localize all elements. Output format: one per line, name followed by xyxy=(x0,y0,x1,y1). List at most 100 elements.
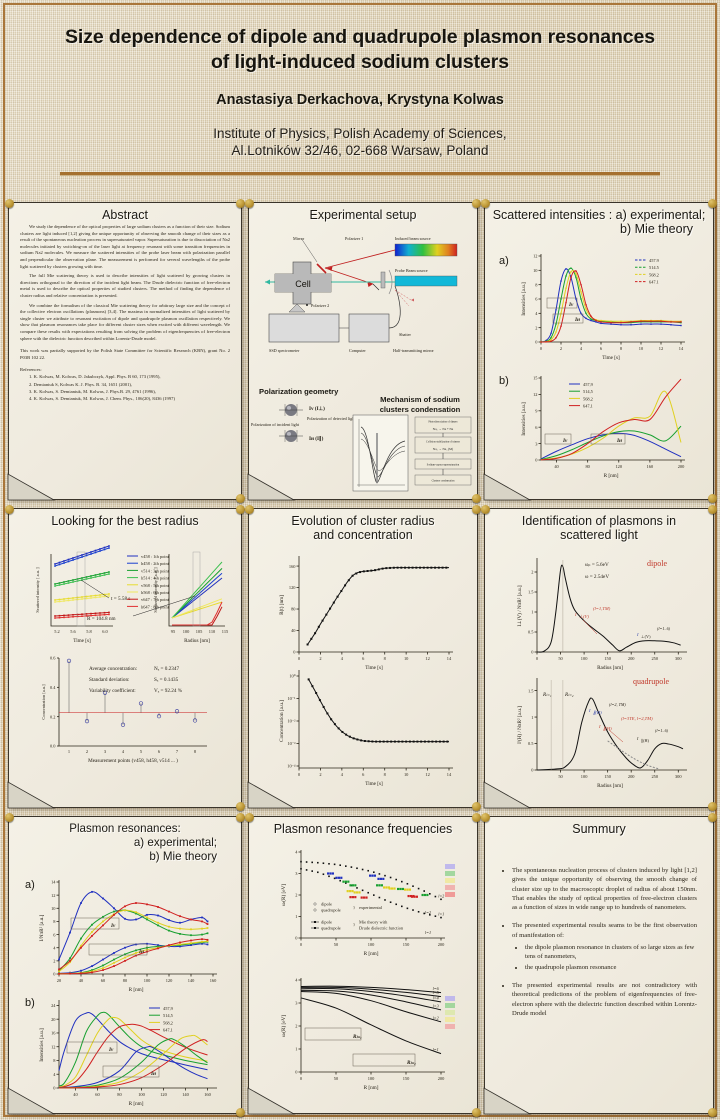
identification-title-line-2: scattered light xyxy=(560,528,638,542)
svg-text:R [nm]: R [nm] xyxy=(129,1101,144,1107)
svg-text:4: 4 xyxy=(295,978,298,983)
svg-text:16: 16 xyxy=(51,1031,56,1036)
svg-text:2: 2 xyxy=(531,570,533,575)
svg-text:50: 50 xyxy=(558,656,563,661)
label-incident-polarization: Polarization of incident light xyxy=(251,422,300,427)
potential-curve-plot xyxy=(352,414,409,492)
abstract-paragraph: We combine the formalism of the classica… xyxy=(20,302,230,341)
chart-scattered-experimental: 0 2 4 6 8 10 12 14 0 2 4 6 8 10 12 Time [s] Intensities … xyxy=(521,254,685,361)
mechanism-title-line-2: clusters condensation xyxy=(379,405,461,414)
svg-text:514,5: 514,5 xyxy=(583,389,594,395)
svg-text:I: I xyxy=(598,724,601,729)
svg-text:300: 300 xyxy=(675,656,682,661)
svg-text:0: 0 xyxy=(531,650,534,655)
svg-text:I/NπR² [a.u.]: I/NπR² [a.u.] xyxy=(39,914,45,941)
label-ssd: SSD spectrometer xyxy=(269,348,300,353)
panel-title-scattered: Scattered intensities : a) experimental;… xyxy=(485,203,713,238)
svg-text:I: I xyxy=(588,708,591,713)
svg-text:0: 0 xyxy=(535,340,538,345)
svg-text:6: 6 xyxy=(535,297,538,302)
svg-text:0: 0 xyxy=(53,972,56,977)
svg-text:6: 6 xyxy=(53,932,56,937)
mechanism-equation: Na₃ → Na₃ (M) xyxy=(433,447,453,451)
polarization-geometry-title: Polarization geometry xyxy=(259,387,339,396)
svg-text:Time [s]: Time [s] xyxy=(73,638,91,644)
svg-text:Vₓ = 92.24 %: Vₓ = 92.24 % xyxy=(154,688,183,694)
svg-text:6: 6 xyxy=(362,656,365,661)
svg-text:457.9: 457.9 xyxy=(649,258,660,263)
svg-text:200: 200 xyxy=(628,656,635,661)
half-mirror-icon xyxy=(388,269,393,295)
panel-abstract: Abstract We study the dependence of the … xyxy=(5,199,245,503)
summary-body: The spontaneous nucleation process of cl… xyxy=(485,866,713,1018)
induced-beam-source-box xyxy=(394,243,458,257)
svg-text:0: 0 xyxy=(300,942,303,947)
svg-text:0.0: 0.0 xyxy=(50,744,56,749)
svg-text:(l=1,TM): (l=1,TM) xyxy=(593,606,611,612)
svg-text:1: 1 xyxy=(295,914,297,919)
svg-text:Intensities [a.u.]: Intensities [a.u.] xyxy=(521,282,527,316)
svg-text:ωₗ(R) [eV]: ωₗ(R) [eV] xyxy=(280,1015,287,1037)
summary-bullet: The spontaneous nucleation process of cl… xyxy=(512,866,697,912)
chart-scattered-vs-radius: 95 100 105 110 115 Radius [nm] Scattered inten… xyxy=(87,551,229,644)
page-curl xyxy=(483,1087,532,1115)
panel-best-radius: Looking for the best radius 5.2 5.6 5.8 6.0… xyxy=(5,505,245,811)
svg-text:8: 8 xyxy=(194,749,197,754)
scattered-title-line-2: b) Mie theory xyxy=(620,222,693,236)
scatter-ray xyxy=(394,289,410,307)
svg-text:100: 100 xyxy=(368,942,375,947)
pin-icon xyxy=(5,505,14,514)
setup-diagram: Mirror Polarizer 1 Induced beam source P… xyxy=(265,236,458,353)
pin-icon xyxy=(472,494,481,503)
panel-title-setup: Experimental setup xyxy=(309,208,417,222)
pin-icon xyxy=(245,505,254,514)
svg-text:12: 12 xyxy=(51,893,55,898)
svg-text:1.5: 1.5 xyxy=(528,688,534,693)
svg-text:Rₗ₌₂: Rₗ₌₂ xyxy=(564,692,574,698)
dipole-label: dipole xyxy=(647,559,667,568)
evolution-title-line-2: and concentration xyxy=(313,528,413,542)
svg-text:2: 2 xyxy=(319,656,321,661)
svg-text:4: 4 xyxy=(53,945,56,950)
chart-resonances-experimental: 20 40 60 80 100 120 140 160 0 2 4 6 8 10 12 14 R [nm] I/N… xyxy=(39,880,217,993)
affiliation-line-2: Al.Lotników 32/46, 02-668 Warsaw, Poland xyxy=(231,143,489,158)
page-curl xyxy=(247,473,296,501)
svg-text:Sₓ = 0.1435: Sₓ = 0.1435 xyxy=(154,677,179,683)
pin-icon xyxy=(708,802,717,811)
svg-text:14: 14 xyxy=(679,346,684,351)
svg-text:100: 100 xyxy=(183,629,190,634)
svg-text:514,5: 514,5 xyxy=(163,1013,174,1019)
svg-text:100: 100 xyxy=(144,978,151,983)
subfigure-label-a: a) xyxy=(25,879,35,891)
svg-text:14: 14 xyxy=(51,880,56,885)
svg-text:l=1: l=1 xyxy=(433,1047,439,1052)
svg-text:10: 10 xyxy=(533,268,538,273)
svg-text:R [nm]: R [nm] xyxy=(364,951,379,957)
page-curl xyxy=(7,781,56,809)
svg-text:160: 160 xyxy=(204,1092,211,1097)
svg-text:95: 95 xyxy=(171,629,176,634)
chart-radius-evolution: 0 2 4 6 8 10 12 14 0 40 80 120 160 Time [s] R(t) [nm] xyxy=(278,556,453,671)
chart-frequencies-top: 0 50 100 150 200 0 1 2 3 4 R [nm] ωₗ(R) [eV] l=2 l=1 d… xyxy=(280,850,455,957)
svg-text:0: 0 xyxy=(293,650,296,655)
svg-text:10: 10 xyxy=(51,906,56,911)
panel-experimental-setup: Experimental setup Mirror Polarizer 1 In… xyxy=(245,199,481,503)
sphere-icon-v xyxy=(279,404,303,416)
summary-bullet-text: The presented experimental results seams… xyxy=(512,922,697,939)
abstract-paragraph: The full Mie scattering theory is used t… xyxy=(20,273,230,298)
svg-text:8: 8 xyxy=(53,1058,56,1063)
pin-icon xyxy=(472,802,481,811)
svg-text:Rₗ₌₂: Rₗ₌₂ xyxy=(407,1060,416,1066)
scattered-charts: a) 0 2 4 6 8 10 12 14 0 2 4 6 8 10 12 Time [s] Intensiti… xyxy=(499,254,685,479)
svg-text:10: 10 xyxy=(404,772,409,777)
beam-induced xyxy=(324,249,396,269)
svg-text:647.1: 647.1 xyxy=(649,280,659,285)
grant-note: This work was partially supported by the… xyxy=(20,348,230,360)
panel-identification: Identification of plasmons in scattered … xyxy=(481,505,717,811)
svg-text:60: 60 xyxy=(95,1092,100,1097)
svg-text:9: 9 xyxy=(535,409,538,414)
svg-text:}: } xyxy=(353,922,355,927)
svg-text:5.6: 5.6 xyxy=(70,629,76,634)
